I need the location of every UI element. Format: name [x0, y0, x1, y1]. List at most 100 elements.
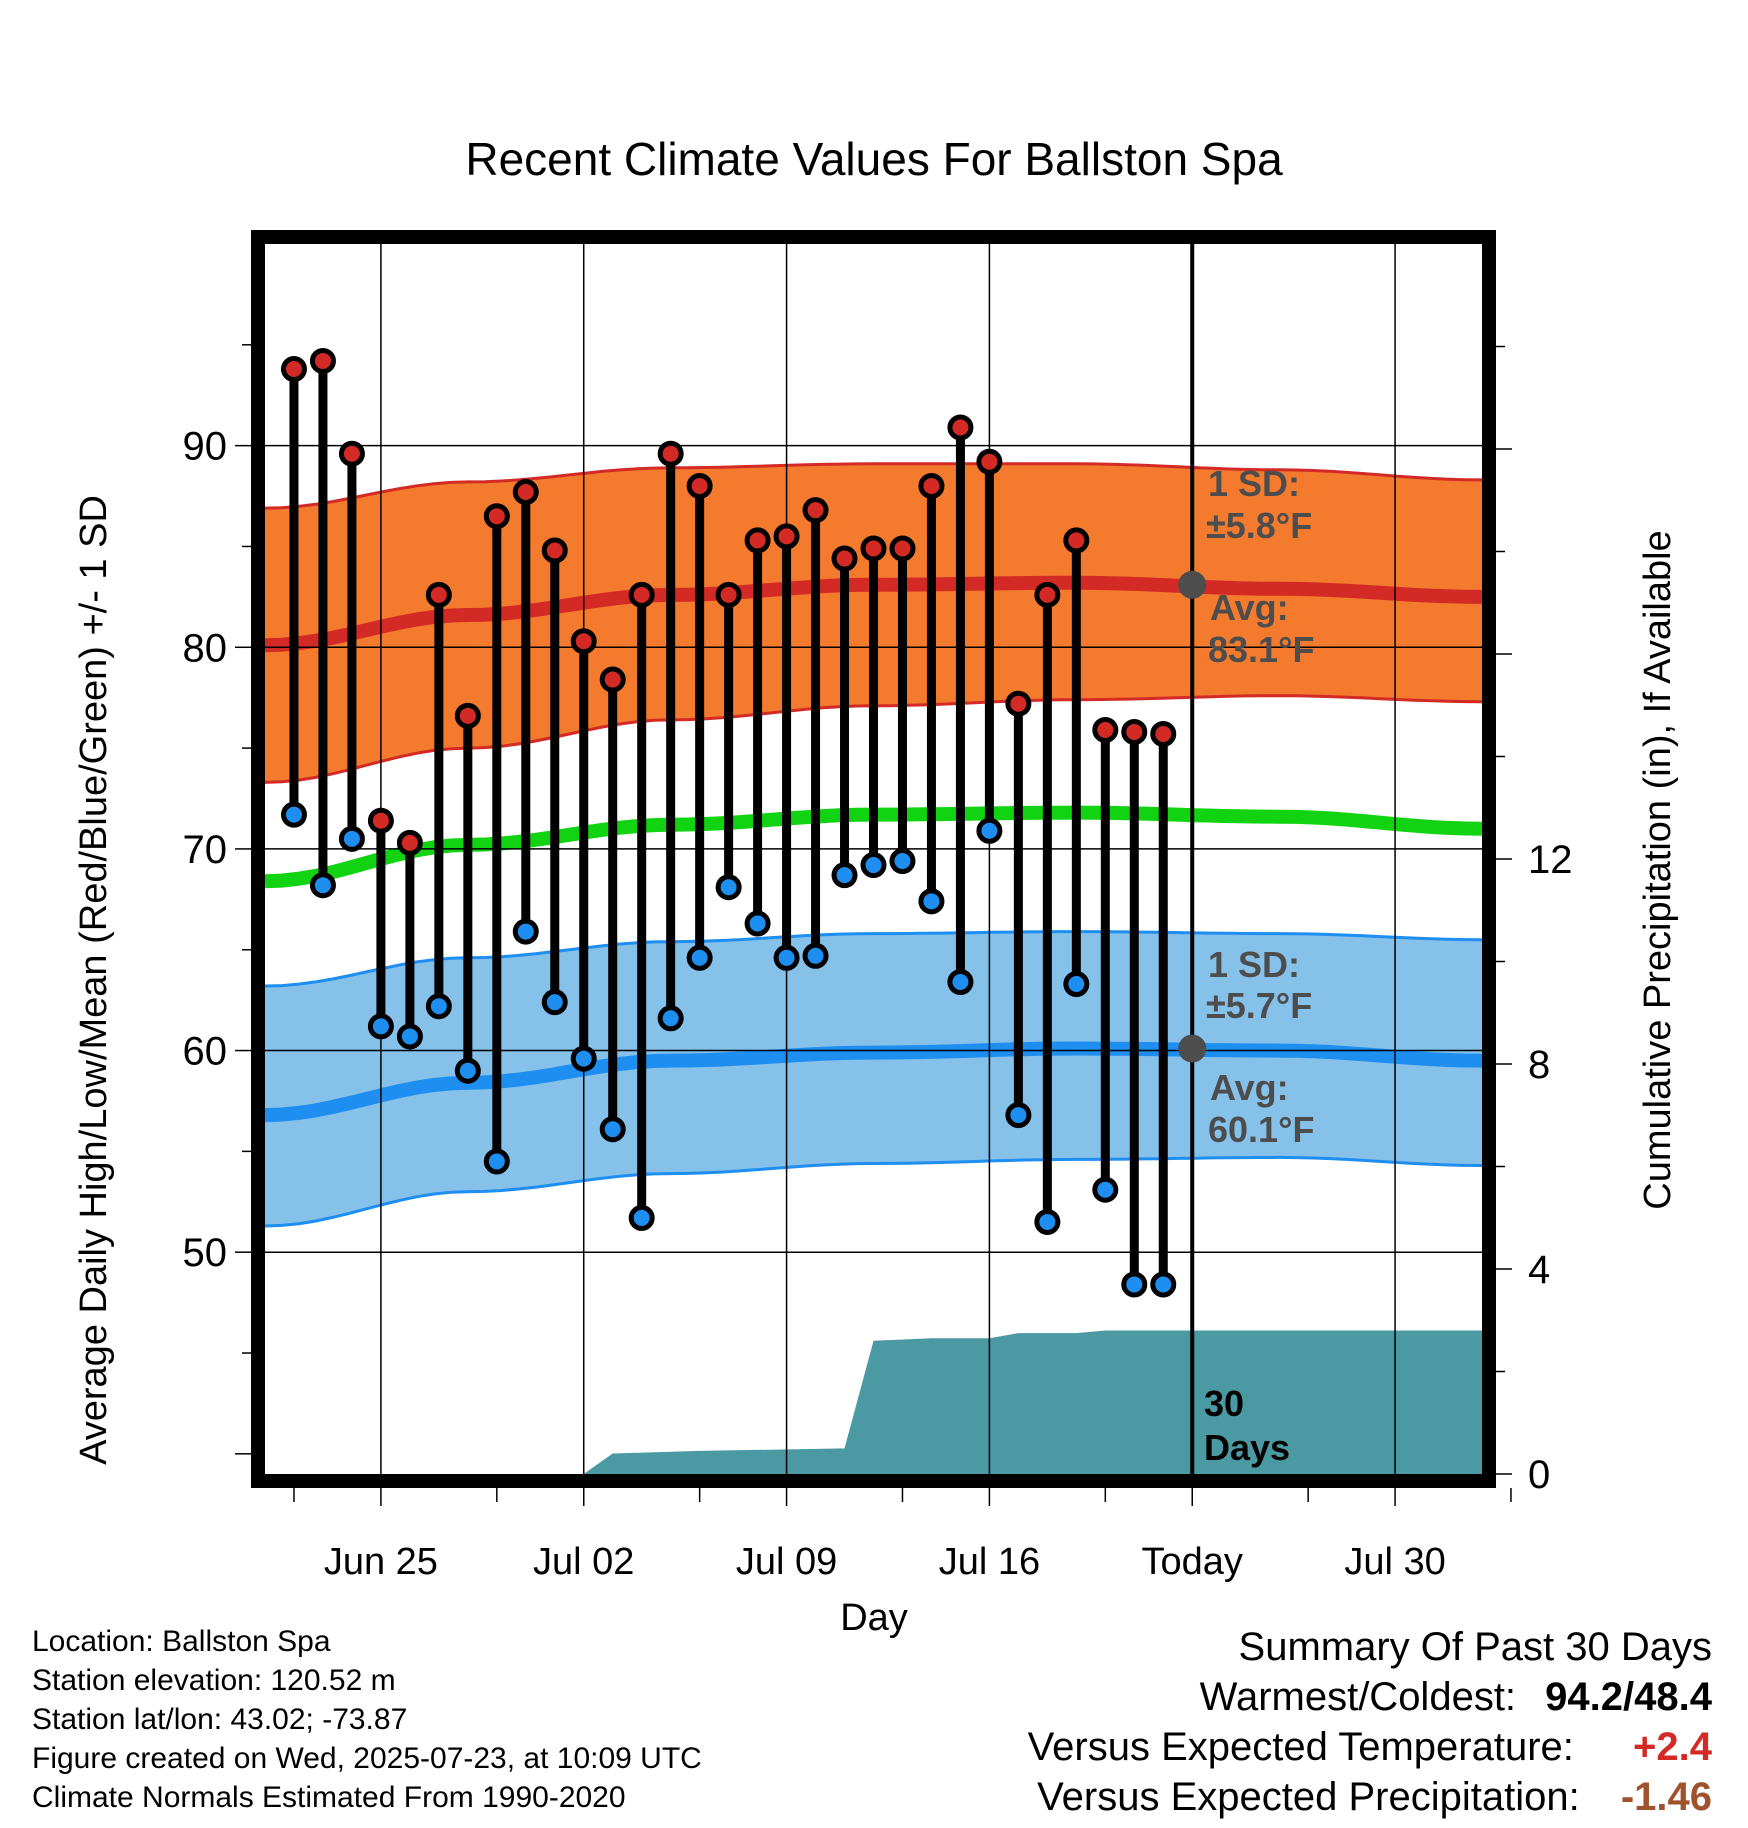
daily-low-point: [1005, 1102, 1032, 1129]
high-avg-value: 83.1°F: [1208, 629, 1314, 670]
y2-tick-label: 12: [1528, 838, 1573, 882]
today-low-avg-dot: [1178, 1034, 1207, 1063]
warmest-label: Warmest/Coldest:: [1199, 1675, 1517, 1719]
daily-high-point: [599, 666, 626, 693]
daily-high-point: [889, 535, 916, 562]
daily-high-point: [338, 440, 365, 467]
daily-high-point: [918, 472, 945, 499]
daily-low-point: [512, 918, 539, 945]
y2-axis-label: Cumulative Precipitation (in), If Availa…: [1637, 530, 1679, 1209]
daily-high-point: [280, 356, 307, 383]
daily-high-point: [802, 497, 829, 524]
x-tick-label: Jul 30: [1344, 1541, 1445, 1583]
daily-low-point: [1150, 1271, 1177, 1298]
station-info: Location: Ballston Spa Station elevation…: [32, 1622, 702, 1817]
daily-high-point: [831, 545, 858, 572]
daily-low-point: [889, 848, 916, 875]
warmest-value: 94.2/48.4: [1545, 1675, 1712, 1719]
summary-temp-row: Versus Expected Temperature: +2.4: [1028, 1722, 1712, 1772]
daily-low-point: [715, 874, 742, 901]
daily-low-point: [367, 1013, 394, 1040]
period-number: 30: [1204, 1383, 1244, 1424]
daily-high-point: [1005, 690, 1032, 717]
high-sd-value: ±5.8°F: [1206, 505, 1312, 546]
low-sd-value: ±5.7°F: [1206, 985, 1312, 1026]
x-tick-label: Today: [1142, 1541, 1243, 1583]
daily-low-point: [483, 1148, 510, 1175]
normal-low-sd-band: [265, 931, 1482, 1226]
daily-high-point: [773, 523, 800, 550]
daily-low-point: [773, 944, 800, 971]
daily-low-point: [541, 989, 568, 1016]
daily-high-point: [309, 347, 336, 374]
y-tick-label: 70: [183, 828, 228, 872]
daily-low-point: [454, 1057, 481, 1084]
y2-tick-label: 8: [1528, 1043, 1550, 1087]
daily-low-point: [1034, 1208, 1061, 1235]
daily-low-point: [338, 825, 365, 852]
high-avg-label: Avg:: [1210, 587, 1289, 628]
daily-low-point: [918, 888, 945, 915]
daily-low-point: [280, 801, 307, 828]
x-tick-label: Jul 16: [939, 1541, 1040, 1583]
x-axis-label: Day: [840, 1597, 908, 1639]
x-tick-label: Jun 25: [324, 1541, 438, 1583]
y2-tick-label: 4: [1528, 1248, 1550, 1292]
daily-low-point: [309, 872, 336, 899]
precip-value: -1.46: [1620, 1775, 1712, 1819]
daily-low-point: [831, 862, 858, 889]
daily-low-point: [425, 993, 452, 1020]
summary-warmest-row: Warmest/Coldest: 94.2/48.4: [1028, 1672, 1712, 1722]
daily-high-point: [1034, 581, 1061, 608]
x-tick-label: Jul 09: [736, 1541, 837, 1583]
daily-high-point: [947, 414, 974, 441]
daily-low-point: [860, 852, 887, 879]
today-high-avg-dot: [1178, 570, 1207, 599]
temp-value: +2.4: [1633, 1725, 1712, 1769]
latlon-text: Station lat/lon: 43.02; -73.87: [32, 1703, 408, 1736]
plot-frame: [251, 230, 1496, 1488]
daily-high-point: [570, 628, 597, 655]
normals-text: Climate Normals Estimated From 1990-2020: [32, 1781, 626, 1814]
daily-high-point: [686, 472, 713, 499]
daily-high-point: [454, 702, 481, 729]
daily-low-point: [657, 1005, 684, 1032]
daily-high-point: [1063, 527, 1090, 554]
created-text: Figure created on Wed, 2025-07-23, at 10…: [32, 1742, 702, 1775]
summary-precip-row: Versus Expected Precipitation: -1.46: [1028, 1772, 1712, 1822]
daily-low-point: [1121, 1271, 1148, 1298]
y-tick-label: 90: [183, 425, 228, 469]
daily-low-point: [1063, 971, 1090, 998]
daily-low-point: [396, 1023, 423, 1050]
low-avg-value: 60.1°F: [1208, 1109, 1314, 1150]
daily-high-point: [860, 535, 887, 562]
daily-high-point: [483, 503, 510, 530]
normal-low-lower-edge: [265, 1155, 1482, 1228]
daily-high-point: [657, 440, 684, 467]
daily-high-point: [715, 581, 742, 608]
summary-heading: Summary Of Past 30 Days: [1238, 1625, 1712, 1669]
daily-high-point: [425, 581, 452, 608]
daily-low-point: [1092, 1176, 1119, 1203]
elevation-text: Station elevation: 120.52 m: [32, 1664, 396, 1697]
x-tick-label: Jul 02: [533, 1541, 634, 1583]
daily-low-point: [599, 1116, 626, 1143]
daily-high-point: [1150, 720, 1177, 747]
daily-high-point: [1092, 716, 1119, 743]
y2-tick-label: 0: [1528, 1453, 1550, 1497]
daily-low-point: [628, 1204, 655, 1231]
daily-low-point: [744, 910, 771, 937]
y-tick-label: 60: [183, 1030, 228, 1074]
daily-high-point: [628, 581, 655, 608]
low-sd-label: 1 SD:: [1208, 944, 1300, 985]
daily-high-point: [1121, 718, 1148, 745]
high-sd-label: 1 SD:: [1208, 463, 1300, 504]
daily-high-point: [396, 829, 423, 856]
daily-low-point: [570, 1045, 597, 1072]
daily-low-point: [976, 817, 1003, 844]
temp-label: Versus Expected Temperature:: [1027, 1725, 1574, 1769]
location-text: Location: Ballston Spa: [32, 1625, 331, 1658]
daily-high-point: [367, 807, 394, 834]
